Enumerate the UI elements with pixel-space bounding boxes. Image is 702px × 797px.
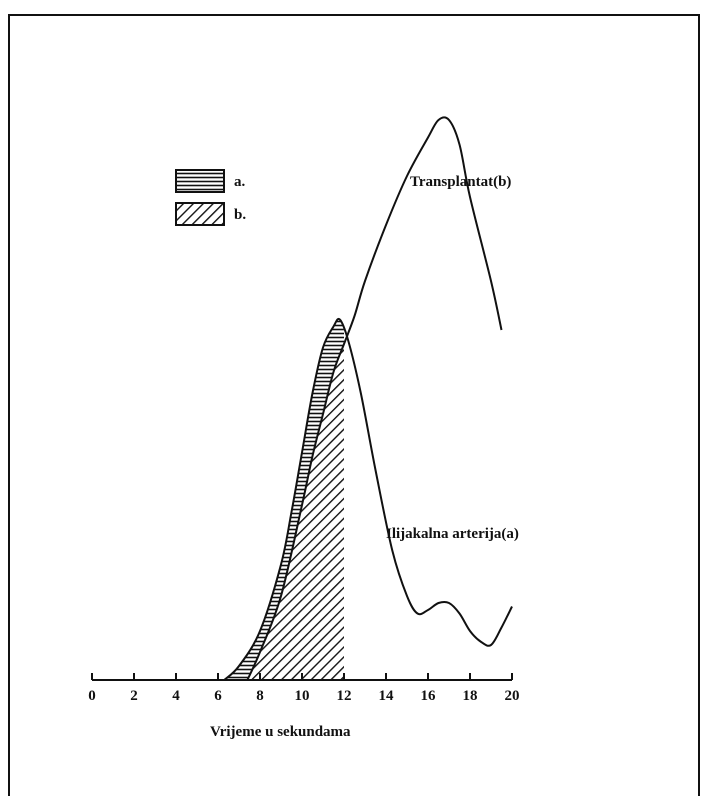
line-series-a <box>223 317 513 681</box>
legend-label-b: b. <box>234 207 246 223</box>
series-lines <box>223 116 513 681</box>
x-axis-label: Vrijeme u sekundama <box>210 724 351 740</box>
figure-frame <box>8 14 700 796</box>
x-tick-label: 6 <box>214 688 222 704</box>
x-tick-label: 0 <box>88 688 96 704</box>
legend-label-a: a. <box>234 174 246 190</box>
legend-swatch-b <box>175 202 225 226</box>
x-axis-ticks: 0 2 4 6 8 10 12 14 16 18 20 <box>88 673 520 704</box>
x-tick-label: 12 <box>337 688 352 704</box>
series-label-transplantat: Transplantat(b) <box>410 174 511 190</box>
x-tick-label: 8 <box>256 688 264 704</box>
x-tick-label: 4 <box>172 688 180 704</box>
x-tick-label: 16 <box>421 688 437 704</box>
x-tick-label: 18 <box>463 688 478 704</box>
line-series-b <box>246 116 503 681</box>
legend-swatch-a <box>175 169 225 193</box>
series-label-ilijakalna: Ilijakalna arterija(a) <box>386 526 519 542</box>
x-tick-label: 10 <box>295 688 310 704</box>
legend: a. b. <box>175 169 246 226</box>
shaded-areas <box>224 319 345 680</box>
x-tick-label: 14 <box>379 688 395 704</box>
x-tick-label: 20 <box>505 688 520 704</box>
x-tick-label: 2 <box>130 688 138 704</box>
